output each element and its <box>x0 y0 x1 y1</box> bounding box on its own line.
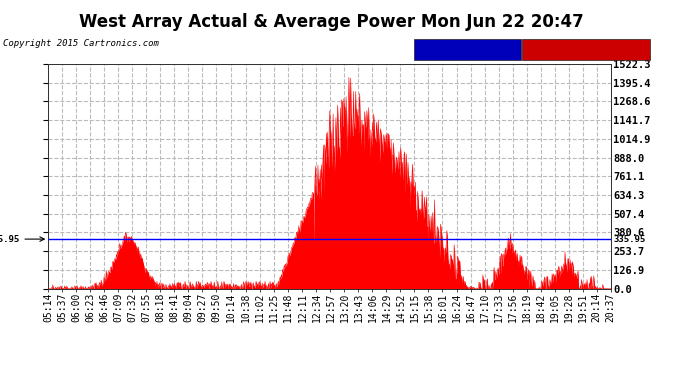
Text: Copyright 2015 Cartronics.com: Copyright 2015 Cartronics.com <box>3 39 159 48</box>
Text: 335.95: 335.95 <box>0 235 44 244</box>
Text: West Array Actual & Average Power Mon Jun 22 20:47: West Array Actual & Average Power Mon Ju… <box>79 13 584 31</box>
Text: Average  (DC Watts): Average (DC Watts) <box>413 45 522 54</box>
Text: 335.95: 335.95 <box>613 235 646 244</box>
Text: West Array  (DC Watts): West Array (DC Watts) <box>523 45 649 54</box>
